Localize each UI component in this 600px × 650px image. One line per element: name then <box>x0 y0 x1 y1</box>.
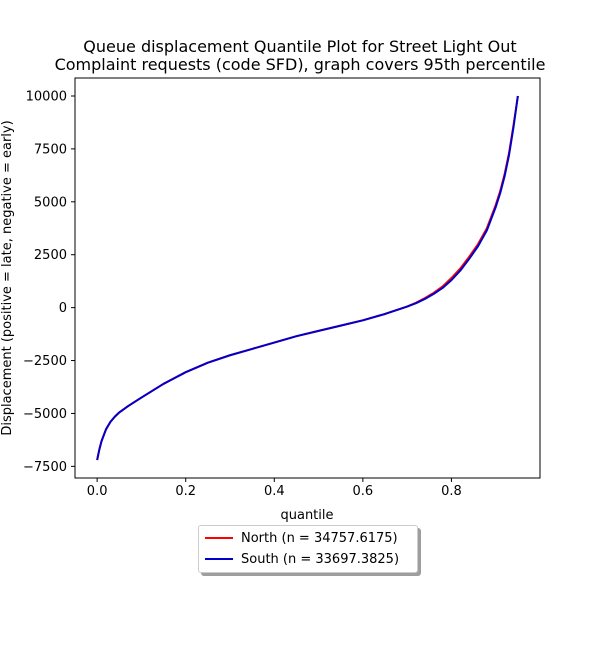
x-tick-label: 0.4 <box>264 484 285 499</box>
plot-layer <box>96 95 519 461</box>
x-tick-label: 0.0 <box>87 484 108 499</box>
legend: North (n = 34757.6175) South (n = 33697.… <box>198 525 418 573</box>
legend-entry-south: South (n = 33697.3825) <box>205 550 399 568</box>
x-axis-label: quantile <box>280 508 333 523</box>
legend-swatch-south <box>205 558 233 560</box>
y-tick-label: −2500 <box>23 354 67 369</box>
y-tick-label: 10000 <box>26 89 67 104</box>
legend-swatch-north <box>205 537 233 539</box>
legend-entry-north: North (n = 34757.6175) <box>205 529 398 547</box>
y-tick-label: 2500 <box>34 248 67 263</box>
y-tick-label: −5000 <box>23 407 67 422</box>
x-tick-label: 0.8 <box>441 484 462 499</box>
y-axis-label: Displacement (positive = late, negative … <box>0 120 15 435</box>
legend-label-south: South (n = 33697.3825) <box>241 551 400 567</box>
chart-title-line-2: Complaint requests (code SFD), graph cov… <box>54 55 546 74</box>
y-tick-label: −7500 <box>23 460 67 475</box>
tick-layer: 0.0 0.2 0.4 0.6 0.8 −7500 −5000 −2500 0 2500 5000 7… <box>23 89 462 499</box>
y-tick-label: 0 <box>59 301 67 316</box>
series-line-south <box>96 95 519 461</box>
plot-frame <box>74 77 541 479</box>
x-tick-label: 0.2 <box>175 484 196 499</box>
legend-label-north: North (n = 34757.6175) <box>241 530 398 546</box>
y-tick-label: 5000 <box>34 195 67 210</box>
chart-title-line-1: Queue displacement Quantile Plot for Str… <box>83 37 517 56</box>
x-tick-label: 0.6 <box>353 484 374 499</box>
y-tick-label: 7500 <box>34 142 67 157</box>
